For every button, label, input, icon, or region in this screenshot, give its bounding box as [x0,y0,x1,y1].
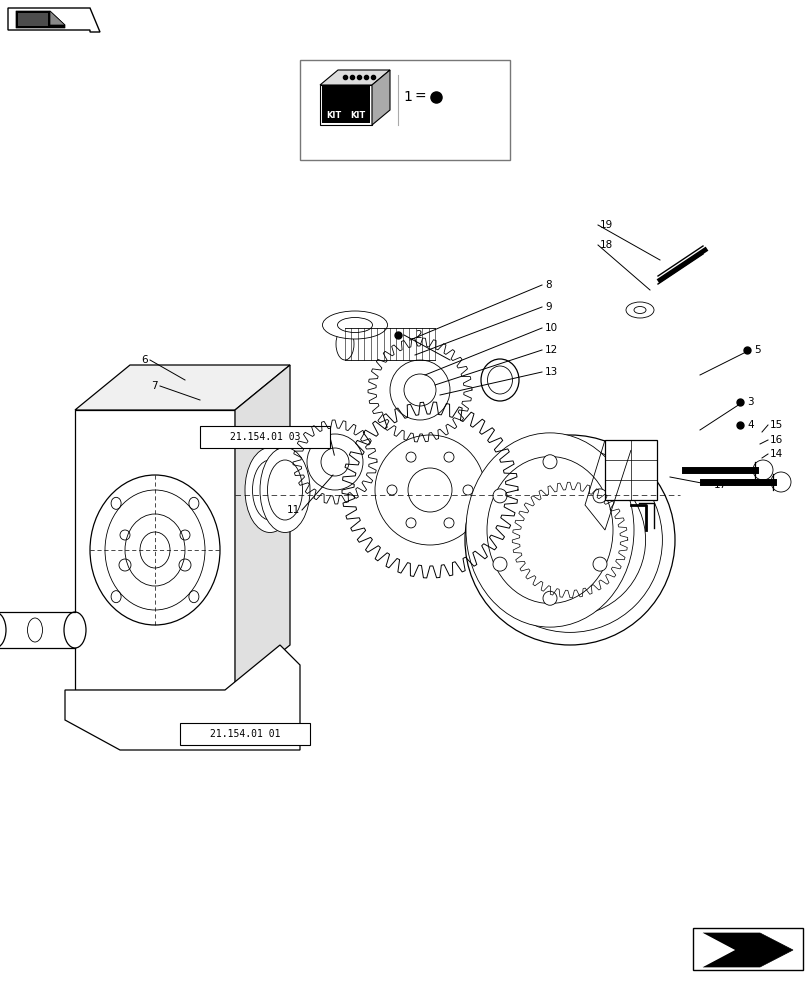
Circle shape [492,557,506,571]
Ellipse shape [0,612,6,648]
Text: 17: 17 [713,480,727,490]
Circle shape [375,435,484,545]
Circle shape [387,485,397,495]
Text: 18: 18 [599,240,612,250]
Text: 8: 8 [544,280,551,290]
Polygon shape [75,365,290,410]
Polygon shape [234,365,290,690]
Circle shape [752,460,772,480]
Circle shape [444,518,453,528]
Bar [692,928,802,970]
Bar [200,426,329,448]
Circle shape [404,374,436,406]
Polygon shape [8,8,100,32]
Bar [604,440,656,500]
Polygon shape [702,933,734,967]
Bar [322,85,345,123]
Text: 13: 13 [544,367,558,377]
Polygon shape [50,11,65,25]
Circle shape [407,468,452,512]
Circle shape [307,434,363,490]
Circle shape [770,472,790,492]
Circle shape [592,489,607,503]
Circle shape [477,448,662,632]
Ellipse shape [245,448,294,532]
Circle shape [444,452,453,462]
Polygon shape [320,70,389,85]
Circle shape [543,455,556,469]
Ellipse shape [260,448,310,532]
Text: KIT: KIT [326,111,341,120]
Text: 9: 9 [544,302,551,312]
Text: 19: 19 [599,220,612,230]
Text: 7: 7 [151,381,158,391]
Ellipse shape [487,456,612,603]
Bar [299,60,509,160]
Ellipse shape [633,306,646,314]
Circle shape [465,435,674,645]
Ellipse shape [480,359,518,401]
Polygon shape [371,70,389,125]
Circle shape [389,360,449,420]
Circle shape [462,485,473,495]
Circle shape [538,508,601,572]
Ellipse shape [252,460,287,520]
Text: 5: 5 [753,345,760,355]
Ellipse shape [322,311,387,339]
Text: 11: 11 [286,505,299,515]
Bar [345,85,370,123]
Polygon shape [18,13,48,26]
Ellipse shape [64,612,86,648]
Text: 16: 16 [769,435,783,445]
Ellipse shape [487,366,512,394]
Polygon shape [65,645,299,750]
Ellipse shape [466,433,633,627]
Polygon shape [702,933,792,967]
Circle shape [543,591,556,605]
Text: 2: 2 [414,330,421,340]
Text: 21.154.01 03: 21.154.01 03 [230,432,300,442]
Circle shape [492,489,506,503]
Polygon shape [16,11,65,28]
Text: 21.154.01 01: 21.154.01 01 [209,729,280,739]
Text: 12: 12 [544,345,558,355]
Text: 1: 1 [403,90,412,104]
Ellipse shape [337,318,372,332]
Text: KIT: KIT [350,111,365,120]
Ellipse shape [336,328,354,360]
Circle shape [494,464,645,616]
Text: 15: 15 [769,420,783,430]
Text: 6: 6 [141,355,148,365]
Circle shape [406,452,415,462]
Ellipse shape [625,302,653,318]
Text: 14: 14 [769,449,783,459]
Circle shape [515,485,624,595]
Text: 4: 4 [746,420,753,430]
Ellipse shape [267,460,303,520]
Circle shape [320,448,349,476]
Text: 10: 10 [544,323,557,333]
Polygon shape [320,85,371,125]
Text: 3: 3 [746,397,753,407]
Polygon shape [75,410,234,690]
Circle shape [406,518,415,528]
Circle shape [592,557,607,571]
Text: =: = [414,90,425,104]
Bar [180,723,310,745]
